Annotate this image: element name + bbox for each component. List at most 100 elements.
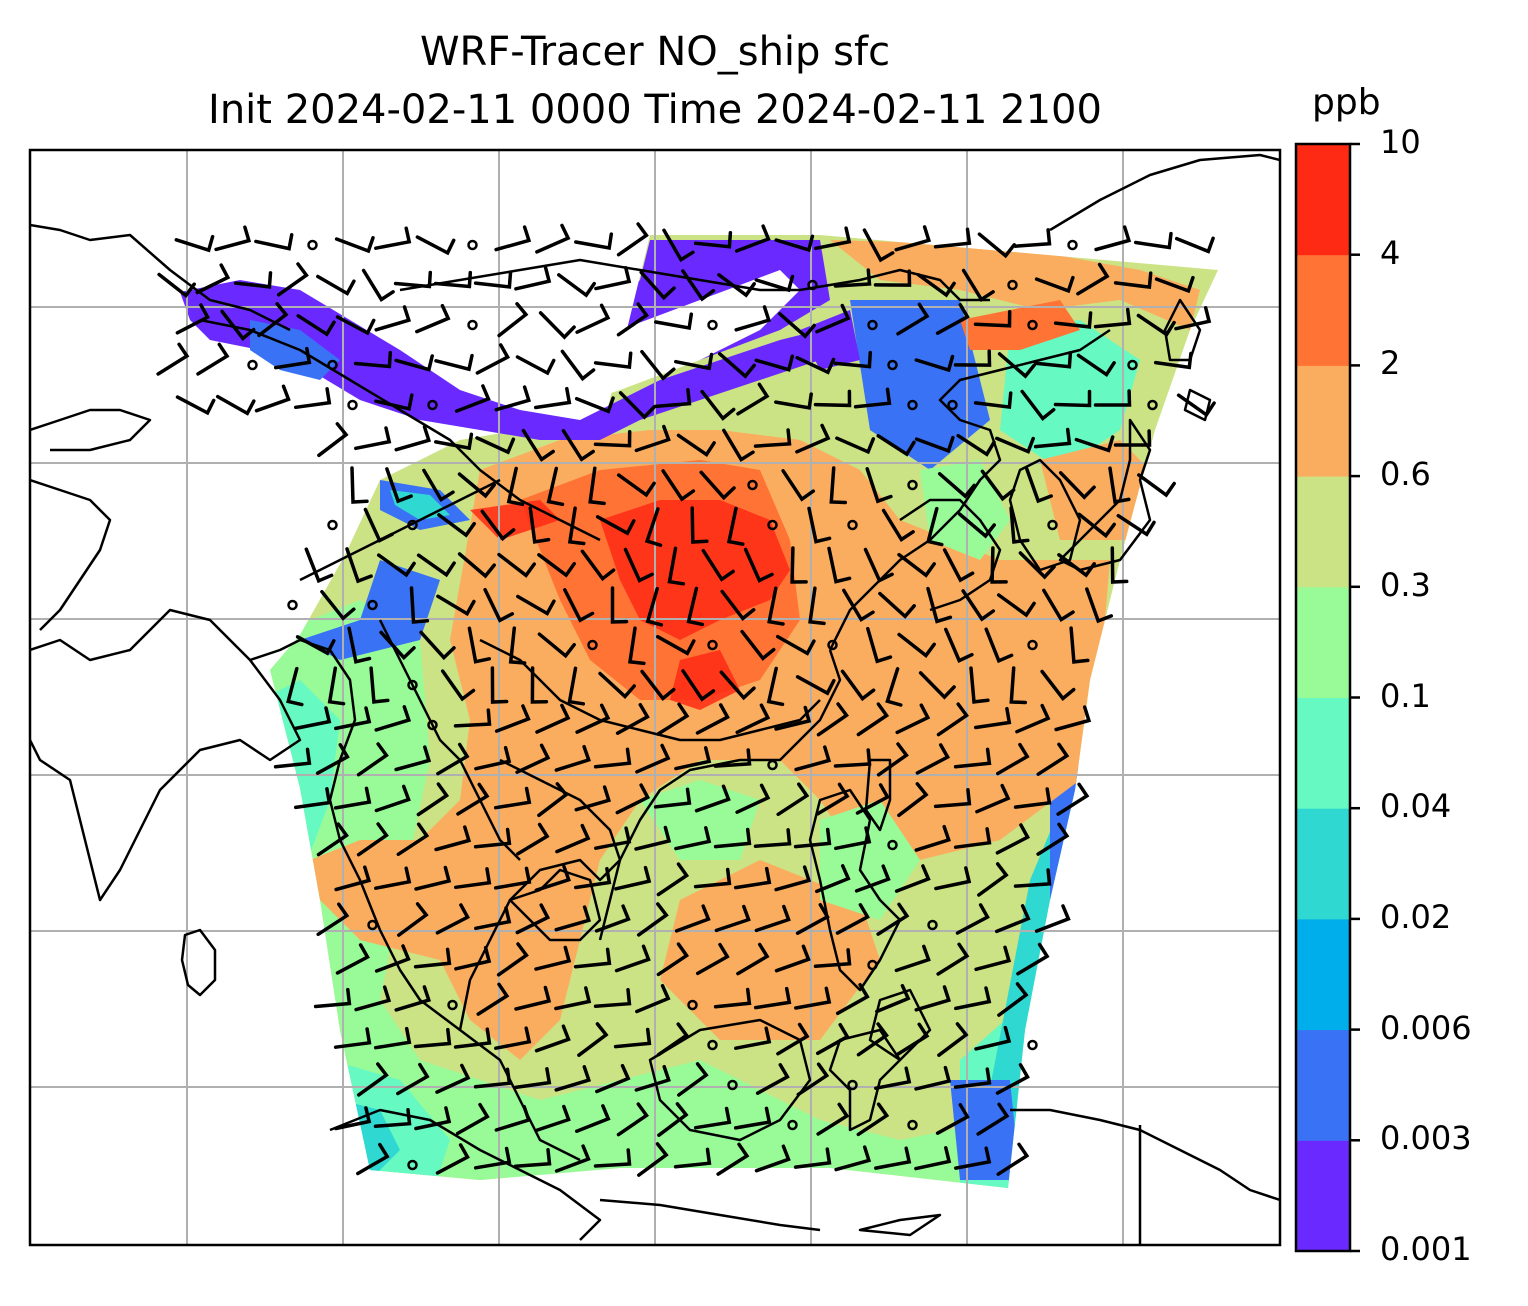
wind-barb — [695, 942, 730, 976]
wind-barb — [623, 547, 654, 583]
wind-barb — [894, 944, 931, 973]
wind-barb — [690, 506, 709, 544]
wind-barb — [535, 703, 571, 734]
wind-barb — [537, 553, 576, 578]
wind-barb — [374, 784, 411, 813]
wind-barb — [897, 782, 929, 818]
concentration-field — [180, 235, 1218, 1188]
wind-barb — [593, 429, 632, 448]
calm-wind-marker — [907, 399, 918, 411]
wind-barb — [435, 903, 470, 935]
wind-barb — [594, 826, 632, 850]
wind-barb — [457, 472, 496, 499]
wind-barb — [713, 827, 752, 849]
wind-barb — [653, 787, 692, 809]
wind-barb — [1057, 553, 1096, 578]
wind-barb — [937, 472, 976, 499]
wind-barb — [994, 904, 1031, 934]
wind-barb — [528, 506, 551, 544]
myanmar-border — [378, 619, 521, 861]
wind-barb — [497, 552, 536, 578]
colorbar-segment — [1296, 697, 1350, 809]
wind-barb — [795, 902, 830, 935]
wind-barb — [1042, 588, 1075, 623]
wind-barb — [1094, 225, 1132, 252]
wind-barb — [717, 352, 756, 379]
wind-barb — [976, 1102, 1010, 1136]
wind-barb — [175, 395, 216, 416]
calm-wind-marker — [927, 919, 938, 931]
china-border-west — [199, 318, 601, 542]
field-band-orange-east — [660, 240, 1200, 1040]
wind-barb — [734, 224, 771, 253]
wind-barb — [977, 862, 1009, 897]
timor — [858, 1213, 942, 1237]
wind-barb — [616, 222, 649, 257]
wind-barb — [480, 509, 516, 542]
calm-wind-marker — [427, 719, 438, 731]
wind-barb — [774, 705, 812, 731]
wind-barb — [778, 312, 816, 339]
wind-barb — [895, 703, 931, 735]
wind-barb — [933, 227, 972, 249]
colorbar-segment — [1296, 1140, 1350, 1252]
wind-barb — [866, 626, 893, 664]
china-coast — [828, 328, 1111, 651]
colorbar-tick-label: 10 — [1380, 123, 1421, 161]
wind-barb — [953, 827, 992, 849]
wind-barb — [557, 273, 596, 298]
wind-barb — [434, 353, 474, 372]
wind-barb — [1018, 551, 1056, 580]
wind-barb — [494, 1026, 532, 1050]
wind-barb — [876, 434, 916, 457]
calm-wind-marker — [467, 239, 478, 251]
wind-barb — [1174, 306, 1212, 331]
wind-barb — [175, 303, 210, 335]
colorbar-tick-label: 0.3 — [1380, 565, 1431, 604]
calm-wind-marker — [767, 759, 778, 771]
wind-barb — [853, 387, 892, 409]
wind-barb — [514, 985, 552, 1011]
west-border — [30, 478, 112, 631]
wind-barb — [434, 825, 472, 852]
wind-barb — [413, 947, 452, 969]
wind-barb — [254, 233, 294, 251]
wind-barb — [416, 782, 450, 817]
wind-barb — [320, 589, 356, 621]
tibet-band-blue — [250, 320, 470, 530]
wind-barb — [575, 303, 611, 334]
field-band-blue — [300, 300, 1090, 1180]
wind-barb — [273, 346, 312, 370]
wind-barb — [335, 943, 370, 975]
wind-barb — [483, 587, 515, 623]
wind-barb — [961, 589, 996, 622]
wind-barb — [394, 354, 434, 372]
wind-barb — [1034, 904, 1071, 933]
wind-barb — [635, 743, 671, 774]
wind-barb — [580, 549, 616, 582]
wind-barb — [474, 906, 512, 931]
wind-barb — [840, 669, 876, 702]
wind-barb — [954, 1146, 992, 1170]
wind-barb — [1056, 782, 1090, 816]
wind-barb — [316, 274, 356, 296]
wind-barb — [794, 986, 832, 1010]
wind-barb — [856, 1102, 890, 1137]
wind-barb — [875, 983, 911, 1014]
calm-wind-marker — [907, 1119, 918, 1131]
wind-barb — [974, 1025, 1012, 1051]
wind-barb — [855, 783, 890, 815]
wind-barb — [616, 473, 656, 498]
wind-barb — [1020, 389, 1056, 421]
gridlines — [30, 150, 1280, 1245]
wind-barb — [774, 865, 812, 892]
wind-barb — [593, 988, 632, 1009]
wind-barb — [874, 1066, 912, 1090]
wind-barb — [835, 982, 870, 1016]
wind-barb — [561, 428, 595, 462]
wind-barb — [537, 632, 576, 659]
calm-wind-marker — [867, 959, 878, 971]
wind-barb — [776, 782, 810, 817]
wind-barb — [754, 1144, 791, 1173]
wind-barb — [661, 469, 696, 502]
